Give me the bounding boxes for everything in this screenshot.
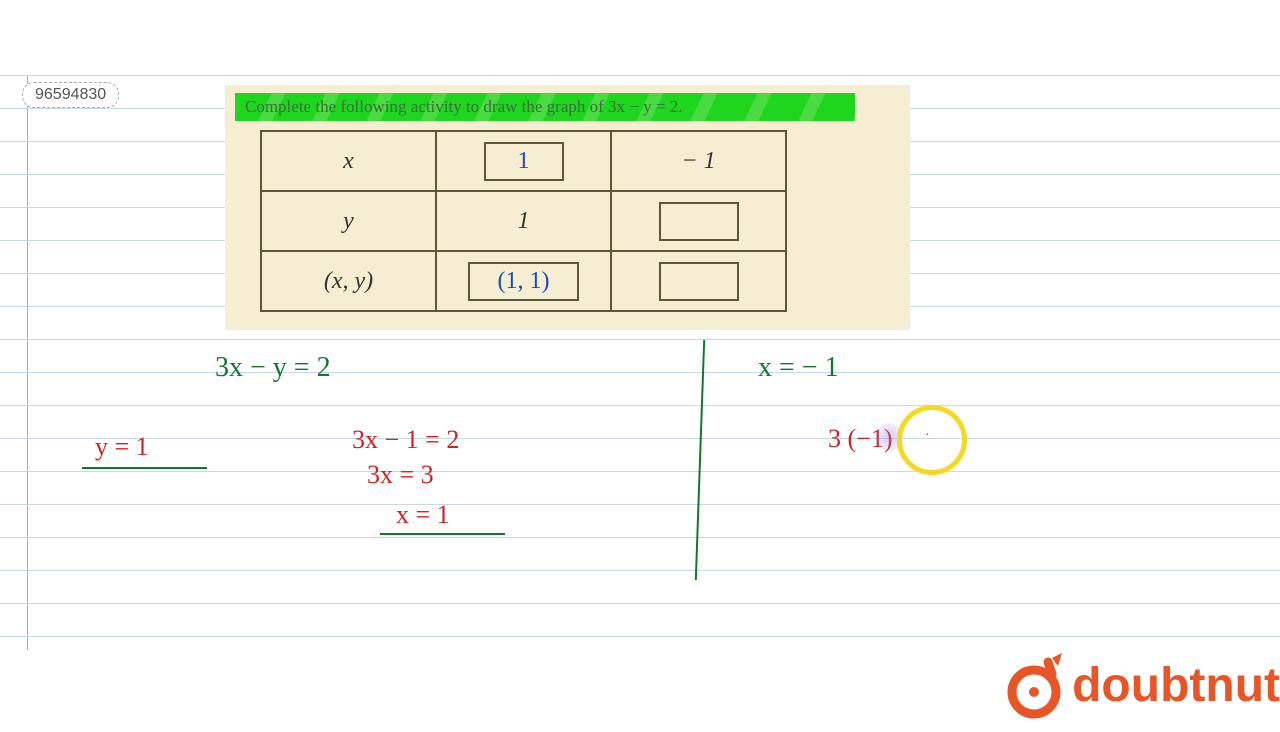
work-eq-main: 3x − y = 2 [215, 352, 331, 384]
cursor-circle [897, 405, 967, 475]
cell-xy1: (1, 1) [436, 251, 611, 311]
ruled-line [0, 405, 1280, 406]
ruled-line [0, 603, 1280, 604]
label-y: y [261, 191, 436, 251]
logo-text: doubtnut [1072, 658, 1280, 713]
cell-y1: 1 [436, 191, 611, 251]
work-step-2: 3x = 3 [367, 460, 434, 490]
page-number: 96594830 [22, 82, 119, 108]
logo: doubtnut [1004, 650, 1280, 720]
work-y-equals-1: y = 1 [95, 432, 149, 462]
work-x-neg1: x = − 1 [758, 352, 839, 384]
ruled-line [0, 570, 1280, 571]
work-step-3: x = 1 [396, 500, 450, 530]
margin-line [27, 75, 28, 650]
ruled-line [0, 339, 1280, 340]
cell-y2 [611, 191, 786, 251]
question-text: Complete the following activity to draw … [245, 97, 682, 117]
label-xy: (x, y) [261, 251, 436, 311]
xy-table: x 1 − 1 y 1 (x, y) (1, 1) [260, 130, 787, 312]
label-x: x [261, 131, 436, 191]
cell-x2: − 1 [611, 131, 786, 191]
cell-x1: 1 [436, 131, 611, 191]
logo-icon [1004, 650, 1064, 720]
table-row-x: x 1 − 1 [261, 131, 786, 191]
question-box: Complete the following activity to draw … [225, 85, 910, 330]
ruled-line [0, 636, 1280, 637]
ruled-line [0, 504, 1280, 505]
ruled-line [0, 438, 1280, 439]
cell-xy2 [611, 251, 786, 311]
ruled-line [0, 75, 1280, 76]
ruled-line [0, 537, 1280, 538]
underline-x1 [380, 533, 505, 535]
ruled-line [0, 471, 1280, 472]
table-row-xy: (x, y) (1, 1) [261, 251, 786, 311]
ruled-line [0, 372, 1280, 373]
table-row-y: y 1 [261, 191, 786, 251]
underline-y1 [82, 467, 207, 469]
work-step-1: 3x − 1 = 2 [352, 425, 459, 455]
